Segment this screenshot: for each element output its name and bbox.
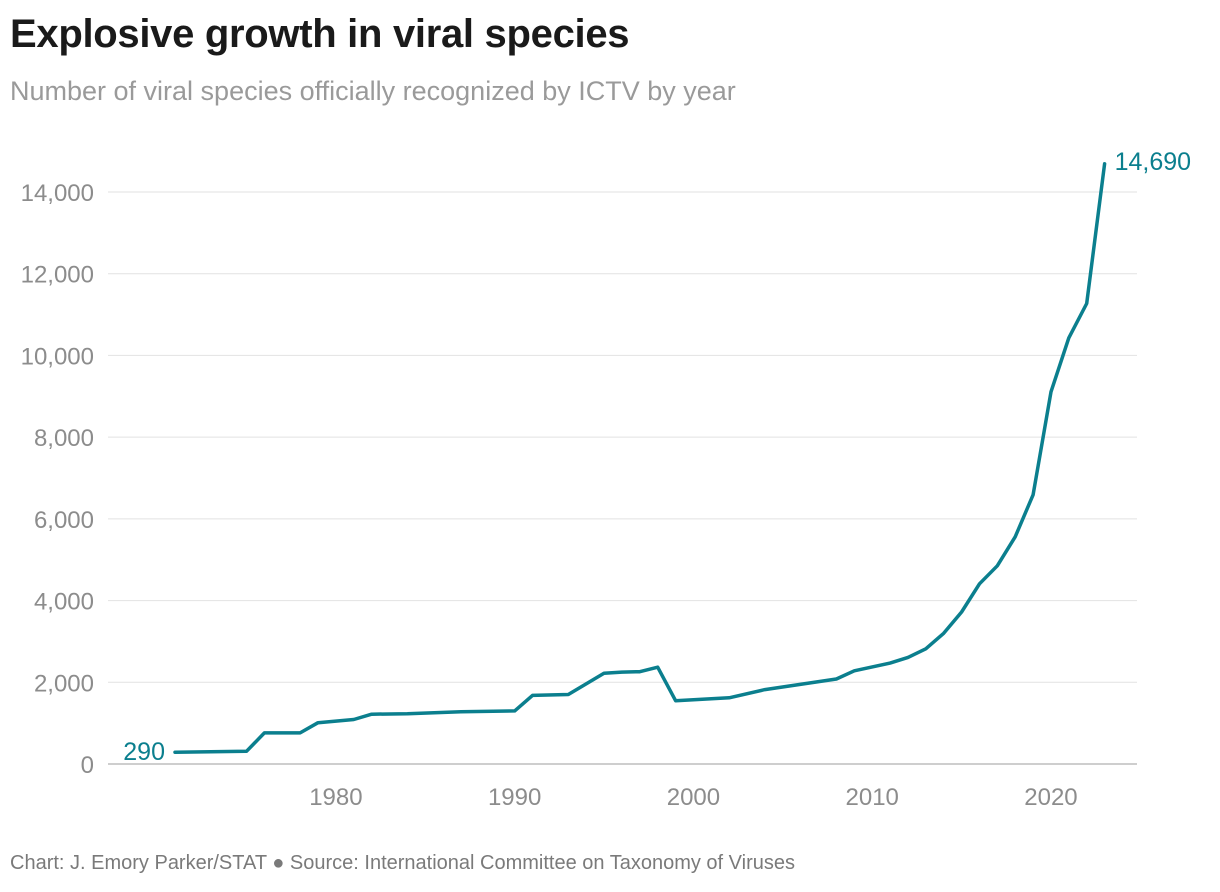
chart-title: Explosive growth in viral species <box>10 12 630 56</box>
y-tick-label: 2,000 <box>34 670 94 697</box>
series-line <box>173 162 1107 754</box>
x-tick-label: 1980 <box>309 784 362 811</box>
x-tick-label: 2000 <box>667 784 720 811</box>
y-tick-label: 10,000 <box>21 343 94 370</box>
x-tick-label: 2010 <box>846 784 899 811</box>
y-tick-label: 8,000 <box>34 425 94 452</box>
x-tick-label: 2020 <box>1024 784 1077 811</box>
start-value-label: 290 <box>123 738 165 766</box>
y-tick-label: 4,000 <box>34 589 94 616</box>
chart-subtitle: Number of viral species officially recog… <box>10 76 736 106</box>
y-tick-label: 14,000 <box>21 180 94 207</box>
end-value-label: 14,690 <box>1115 148 1191 176</box>
chart-source-credit: Chart: J. Emory Parker/STAT ● Source: In… <box>10 852 795 874</box>
x-tick-label: 1990 <box>488 784 541 811</box>
y-tick-label: 0 <box>81 752 94 779</box>
y-tick-label: 12,000 <box>21 262 94 289</box>
y-tick-label: 6,000 <box>34 507 94 534</box>
